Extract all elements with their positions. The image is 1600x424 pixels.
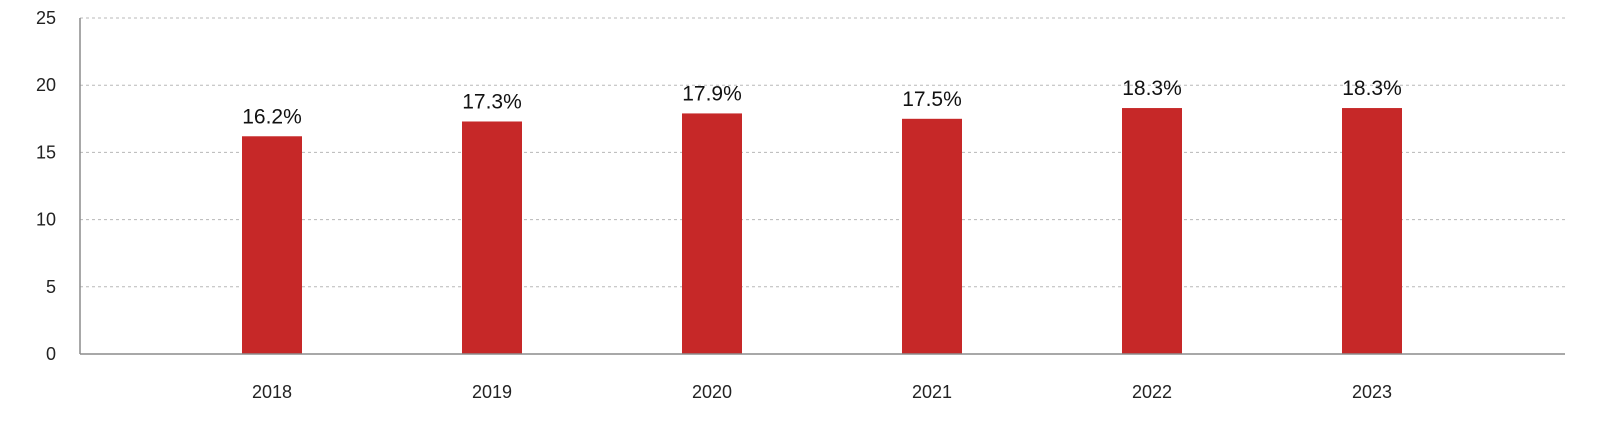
bar-2021: [902, 118, 962, 354]
x-tick-label: 2023: [1352, 382, 1392, 402]
data-label: 17.3%: [462, 90, 522, 113]
y-tick-label: 15: [36, 142, 56, 162]
data-label: 18.3%: [1342, 77, 1402, 100]
bar-2023: [1342, 108, 1402, 354]
y-tick-label: 10: [36, 210, 56, 230]
y-tick-label: 25: [36, 8, 56, 28]
labels: 0 5 10 15 20 25 16.2% 2018 17.3% 2019 17.9% 2020 17.…: [36, 8, 1402, 402]
y-tick-label: 0: [46, 344, 56, 364]
x-tick-label: 2019: [472, 382, 512, 402]
bar-2019: [462, 121, 522, 354]
axes: [79, 18, 1565, 355]
x-tick-label: 2018: [252, 382, 292, 402]
x-tick-label: 2020: [692, 382, 732, 402]
x-tick-label: 2021: [912, 382, 952, 402]
x-tick-label: 2022: [1132, 382, 1172, 402]
y-tick-label: 5: [46, 277, 56, 297]
data-label: 17.9%: [682, 82, 742, 105]
data-label: 16.2%: [242, 105, 302, 128]
y-tick-label: 20: [36, 75, 56, 95]
data-label: 17.5%: [902, 88, 962, 111]
bar-2022: [1122, 108, 1182, 354]
bars: [242, 108, 1402, 354]
gridlines: [80, 17, 1565, 288]
bar-2020: [682, 113, 742, 354]
data-label: 18.3%: [1122, 77, 1182, 100]
bar-2018: [242, 136, 302, 354]
